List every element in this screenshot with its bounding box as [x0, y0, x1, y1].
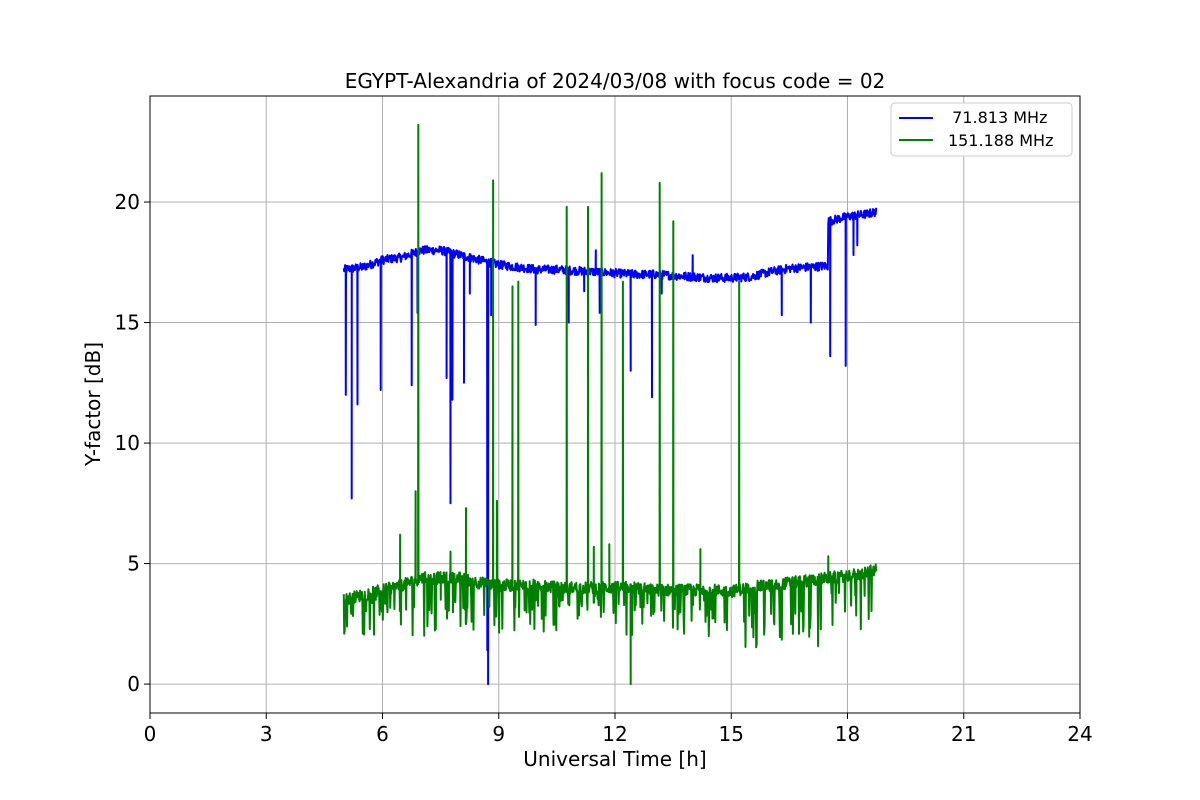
y-tick-label: 10: [115, 431, 140, 455]
series-line: [342, 207, 878, 686]
y-tick-label: 0: [127, 672, 140, 696]
y-axis-label: Y-factor [dB]: [81, 342, 105, 467]
x-tick-label: 9: [492, 722, 505, 746]
x-tick-label: 0: [144, 722, 157, 746]
x-tick-label: 6: [376, 722, 389, 746]
legend: 71.813 MHz 151.188 MHz: [890, 102, 1073, 157]
x-tick-label: 12: [602, 722, 627, 746]
chart-title: EGYPT-Alexandria of 2024/03/08 with focu…: [345, 69, 886, 93]
series-line: [342, 123, 878, 686]
x-tick-label: 21: [951, 722, 976, 746]
x-tick-label: 3: [260, 722, 273, 746]
x-tick-label: 15: [719, 722, 744, 746]
legend-label-151-188: 151.188 MHz: [948, 131, 1053, 150]
x-tick-label: 24: [1067, 722, 1092, 746]
legend-label-71-813: 71.813 MHz: [942, 108, 1047, 127]
x-axis-ticks: 0 3 6 9 12 15 18 21 24: [144, 713, 1093, 746]
y-axis-ticks: 0 5 10 15 20: [115, 190, 150, 696]
x-tick-label: 18: [835, 722, 860, 746]
x-axis-label: Universal Time [h]: [523, 747, 706, 771]
grid: [149, 96, 1081, 713]
y-tick-label: 5: [127, 552, 140, 576]
y-tick-label: 15: [115, 311, 140, 335]
y-tick-label: 20: [115, 190, 140, 214]
series-layer: [342, 123, 878, 686]
legend-box: [890, 102, 1073, 157]
